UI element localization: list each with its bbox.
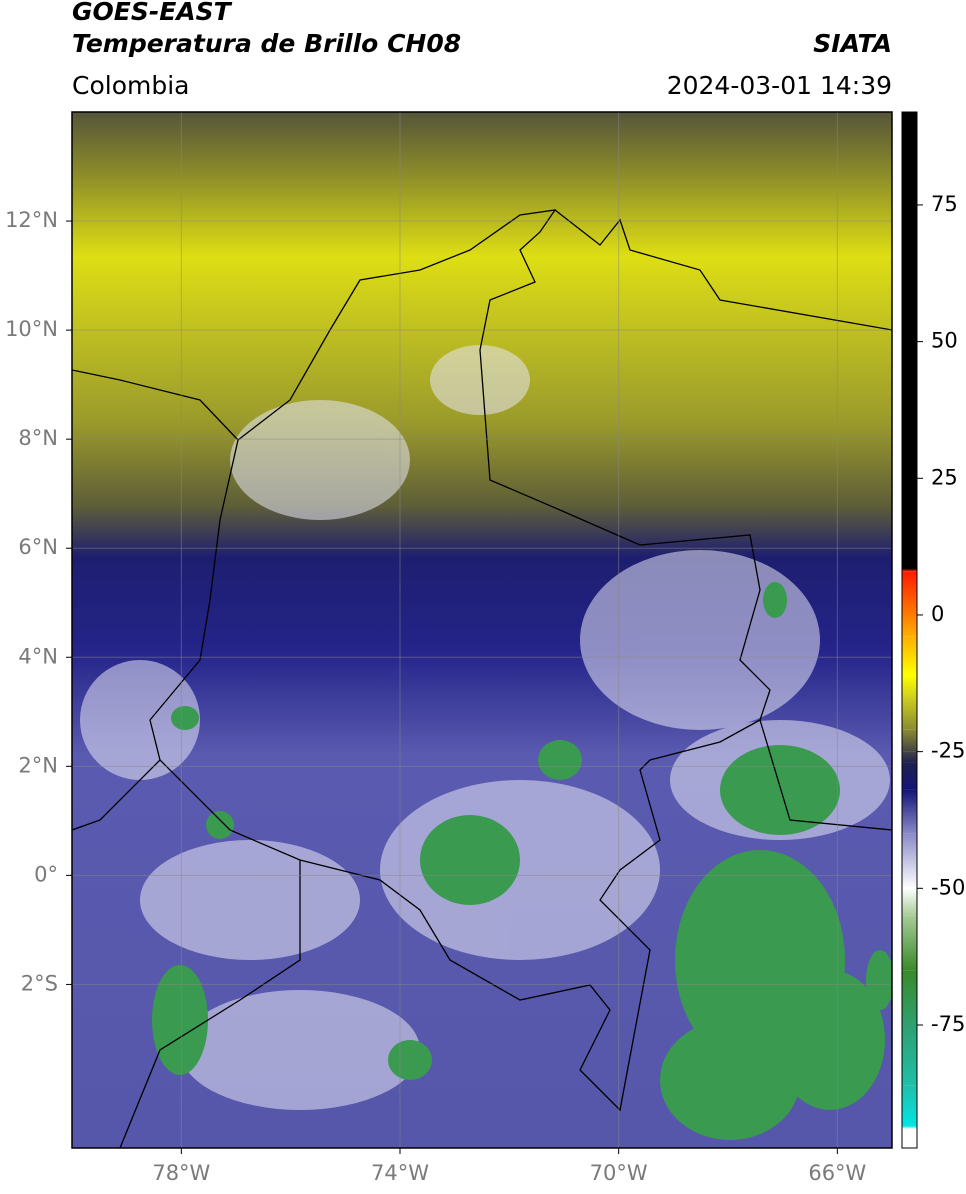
x-tick-label: 66°W xyxy=(808,1161,866,1185)
y-tick-label: 0° xyxy=(34,862,58,886)
y-tick-label: 4°N xyxy=(18,644,58,668)
region: Colombia xyxy=(72,71,189,100)
source: SIATA xyxy=(813,29,892,58)
y-tick-label: 12°N xyxy=(5,208,58,232)
colorbar-segment xyxy=(902,636,917,676)
colorbar-frame xyxy=(901,111,918,1149)
x-tick-label: 78°W xyxy=(152,1161,210,1185)
x-tick-label: 70°W xyxy=(590,1161,648,1185)
colorbar-tick-label: -25 xyxy=(931,739,965,763)
timestamp: 2024-03-01 14:39 xyxy=(667,71,892,100)
y-tick-label: 6°N xyxy=(18,535,58,559)
subtitle: Temperatura de Brillo CH08 xyxy=(72,29,461,58)
y-tick-label: 2°N xyxy=(18,753,58,777)
colorbar-segment xyxy=(902,833,917,889)
colorbar-segment xyxy=(902,915,917,971)
colorbar-segment xyxy=(902,751,917,763)
colorbar-segment xyxy=(902,675,917,697)
colorbar-tick-label: 75 xyxy=(931,192,958,216)
colorbar-segment xyxy=(902,1085,917,1127)
y-tick-label: 2°S xyxy=(21,971,58,995)
x-tick-label: 74°W xyxy=(371,1161,429,1185)
colorbar-tick-label: 0 xyxy=(931,602,944,626)
colorbar-tick-label: 25 xyxy=(931,465,958,489)
colorbar-segment xyxy=(902,970,917,1025)
colorbar-tick-label: 50 xyxy=(931,329,958,353)
title: GOES-EAST xyxy=(72,0,233,26)
grid xyxy=(72,112,892,1148)
map-frame xyxy=(71,111,893,1149)
colorbar-segment xyxy=(902,762,917,790)
colorbar: -75 -50 -25 0 25 50 75 xyxy=(901,111,965,1149)
colorbar-segment xyxy=(902,609,917,637)
cold-cloud-cores xyxy=(152,582,892,1140)
colorbar-tick-label: -50 xyxy=(931,875,965,899)
colorbar-segment xyxy=(902,729,917,752)
y-tick-label: 8°N xyxy=(18,426,58,450)
colorbar-segment xyxy=(902,571,917,610)
colorbar-segment xyxy=(902,112,917,569)
satellite-image xyxy=(72,112,892,1148)
y-tick-label: 10°N xyxy=(5,317,58,341)
colorbar-segment xyxy=(902,568,917,572)
colorbar-tick-label: -75 xyxy=(931,1012,965,1036)
colorbar-segment xyxy=(902,696,917,730)
borders xyxy=(72,209,892,1148)
colorbar-segment xyxy=(902,789,917,834)
colorbar-segment xyxy=(902,888,917,916)
colorbar-segment xyxy=(902,1128,917,1148)
colorbar-segment xyxy=(902,1024,917,1086)
colorbar-segment xyxy=(902,1126,917,1129)
